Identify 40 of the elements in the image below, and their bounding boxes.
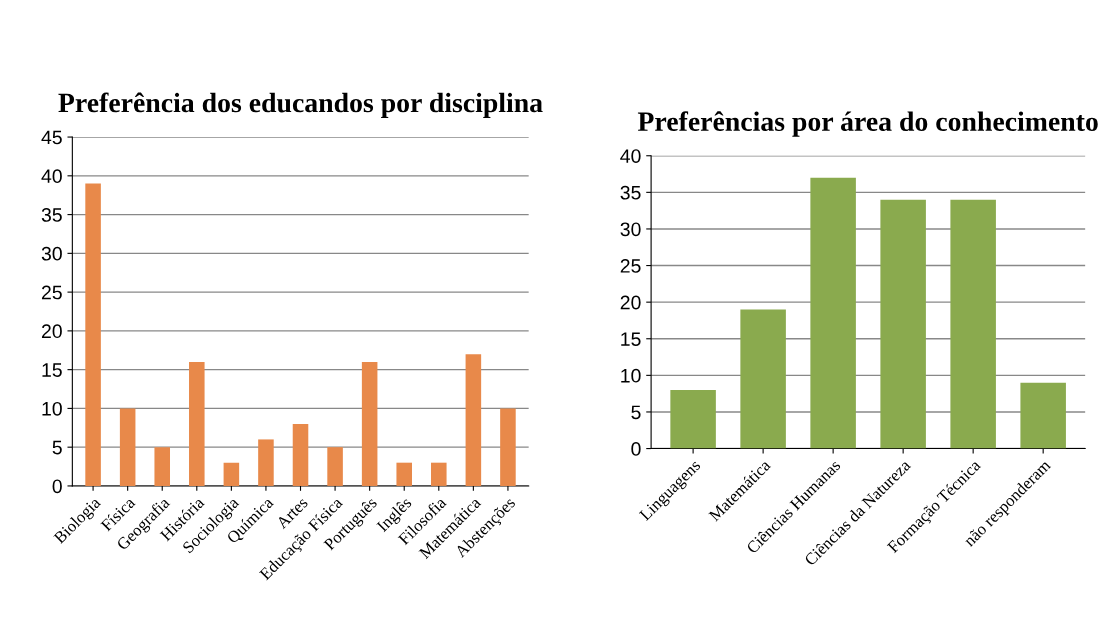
y-tick-label: 15 — [621, 332, 641, 346]
bar — [189, 361, 205, 486]
bar — [810, 177, 856, 449]
y-tick-label: 30 — [620, 222, 641, 237]
bar — [1020, 382, 1066, 449]
bar — [223, 462, 240, 486]
y-tick-label: 10 — [42, 401, 62, 416]
y-tick-label: 40 — [620, 149, 641, 163]
y-tick-label: 15 — [42, 363, 62, 377]
bar — [465, 354, 482, 486]
bar — [950, 199, 996, 449]
bar — [670, 390, 716, 449]
bar — [119, 408, 136, 486]
bar — [880, 199, 926, 449]
y-tick-label: 0 — [52, 479, 62, 494]
bar — [500, 408, 516, 486]
y-tick-label: 10 — [621, 368, 641, 383]
chart-title: Preferências por área do conhecimento — [637, 111, 1098, 137]
y-tick-label: 45 — [41, 130, 62, 145]
bar — [740, 309, 786, 449]
chart-title: Preferência dos educandos por disciplina — [58, 92, 543, 118]
bar — [431, 462, 447, 486]
bar — [154, 447, 171, 486]
y-tick-label: 40 — [41, 169, 62, 184]
y-tick-label: 25 — [620, 259, 641, 273]
bar — [258, 439, 274, 486]
y-tick-label: 35 — [620, 185, 641, 200]
y-tick-label: 0 — [631, 442, 641, 456]
y-tick-label: 20 — [41, 324, 62, 339]
y-tick-label: 30 — [41, 246, 62, 261]
bar — [361, 361, 378, 486]
y-tick-label: 5 — [52, 440, 62, 455]
y-tick-label: 20 — [620, 295, 641, 310]
bar — [85, 183, 101, 486]
y-tick-label: 35 — [41, 208, 62, 222]
y-tick-label: 25 — [41, 285, 62, 300]
bar — [327, 447, 343, 486]
y-tick-label: 5 — [631, 405, 641, 420]
bar — [292, 423, 309, 486]
bar — [396, 462, 412, 486]
